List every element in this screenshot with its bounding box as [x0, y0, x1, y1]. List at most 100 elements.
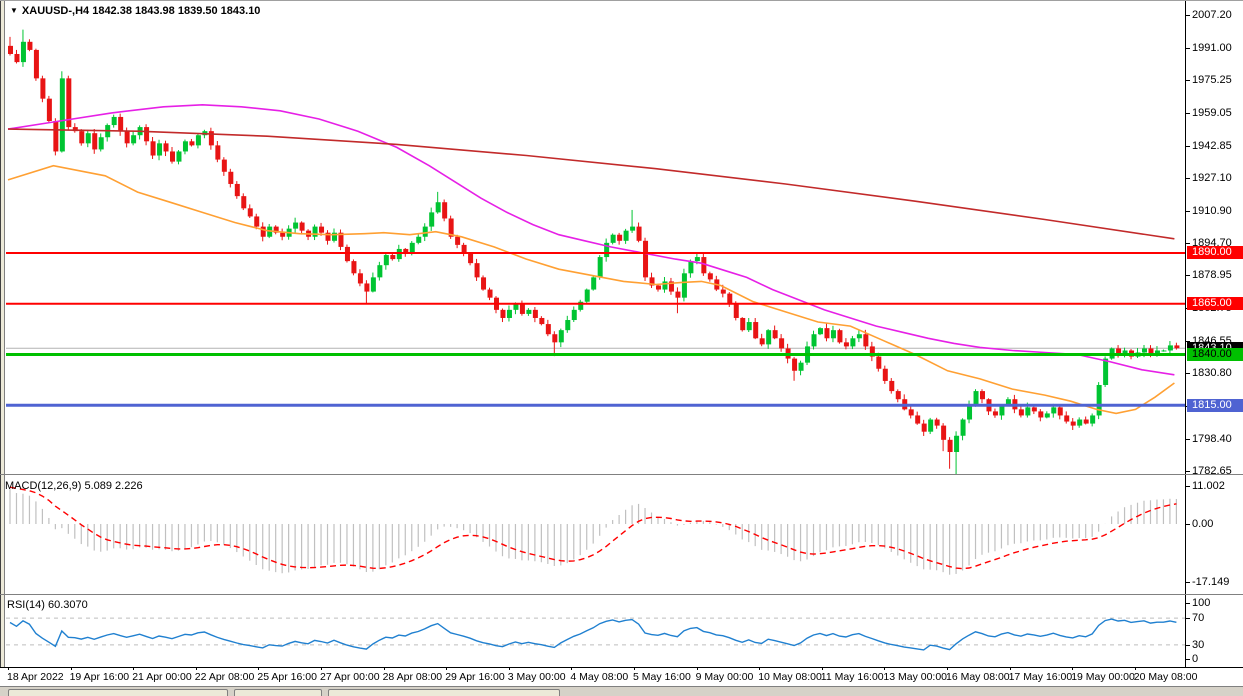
candle[interactable] — [643, 240, 649, 278]
candle[interactable] — [818, 328, 823, 335]
price-level-badge[interactable]: 1815.00 — [1187, 398, 1243, 412]
candle[interactable] — [876, 356, 882, 369]
candle[interactable] — [850, 338, 856, 347]
candle[interactable] — [338, 232, 344, 247]
candle[interactable] — [429, 212, 435, 227]
candle[interactable] — [759, 338, 765, 345]
candle[interactable] — [584, 289, 590, 302]
candle[interactable] — [1057, 407, 1063, 416]
candle[interactable] — [1116, 348, 1122, 355]
candle[interactable] — [1167, 345, 1173, 351]
candle[interactable] — [280, 232, 286, 237]
candle[interactable] — [980, 391, 985, 400]
rsi-chart[interactable] — [0, 595, 1185, 667]
candle[interactable] — [435, 202, 441, 213]
candle[interactable] — [558, 330, 564, 343]
candle[interactable] — [481, 277, 487, 290]
candle[interactable] — [941, 425, 947, 440]
candle[interactable] — [656, 285, 661, 290]
candle[interactable] — [630, 226, 636, 231]
candle[interactable] — [319, 226, 325, 233]
candle[interactable] — [889, 380, 895, 392]
candle[interactable] — [636, 226, 642, 241]
candle[interactable] — [1031, 407, 1037, 412]
candle[interactable] — [869, 346, 875, 357]
candle[interactable] — [967, 405, 973, 420]
candle[interactable] — [377, 265, 383, 278]
candle[interactable] — [954, 435, 960, 453]
candle[interactable] — [688, 261, 694, 274]
candle[interactable] — [513, 303, 519, 310]
candle[interactable] — [27, 41, 33, 50]
candle[interactable] — [131, 135, 137, 144]
candle[interactable] — [947, 439, 953, 453]
candle[interactable] — [396, 248, 402, 260]
candle[interactable] — [999, 405, 1005, 416]
candle[interactable] — [325, 232, 331, 241]
macd-panel[interactable] — [0, 475, 1185, 594]
candle[interactable] — [364, 283, 370, 292]
candle[interactable] — [500, 309, 506, 318]
candle[interactable] — [176, 151, 182, 162]
candle[interactable] — [163, 143, 169, 152]
candle[interactable] — [992, 411, 998, 416]
candle[interactable] — [1044, 413, 1050, 418]
candle[interactable] — [753, 322, 759, 339]
candle[interactable] — [1064, 415, 1070, 422]
candle[interactable] — [487, 289, 493, 298]
candle[interactable] — [772, 330, 778, 339]
candle[interactable] — [416, 236, 422, 243]
candle[interactable] — [532, 309, 538, 318]
candle[interactable] — [1096, 384, 1102, 416]
candle[interactable] — [221, 159, 227, 172]
candle[interactable] — [727, 293, 733, 304]
candle[interactable] — [299, 222, 305, 231]
candle[interactable] — [409, 242, 415, 253]
macd-chart[interactable] — [0, 475, 1185, 594]
candle[interactable] — [293, 222, 299, 229]
candle[interactable] — [72, 127, 78, 132]
candle[interactable] — [98, 137, 104, 150]
candle[interactable] — [46, 98, 52, 122]
candles-series[interactable] — [8, 29, 1180, 474]
candle[interactable] — [40, 78, 46, 99]
candle[interactable] — [1051, 407, 1057, 414]
candle[interactable] — [182, 141, 188, 152]
candle[interactable] — [539, 317, 545, 325]
candle[interactable] — [157, 143, 163, 156]
candle[interactable] — [746, 322, 752, 331]
candle[interactable] — [357, 273, 363, 284]
candle[interactable] — [811, 334, 817, 347]
candle[interactable] — [526, 309, 532, 314]
candle[interactable] — [578, 301, 584, 310]
candle[interactable] — [623, 230, 629, 241]
rsi-panel[interactable] — [0, 595, 1185, 667]
candle[interactable] — [344, 246, 350, 262]
candle[interactable] — [617, 234, 623, 241]
candle[interactable] — [1161, 350, 1167, 352]
candle[interactable] — [720, 289, 726, 294]
candle[interactable] — [215, 145, 221, 160]
candle[interactable] — [474, 263, 480, 278]
candle[interactable] — [597, 257, 603, 278]
candle[interactable] — [170, 151, 175, 162]
candle[interactable] — [247, 208, 253, 217]
candle[interactable] — [779, 338, 785, 349]
candle[interactable] — [8, 45, 13, 54]
candle[interactable] — [234, 183, 240, 197]
candle[interactable] — [455, 236, 461, 245]
candle[interactable] — [545, 324, 551, 335]
candle[interactable] — [1025, 407, 1031, 416]
candle[interactable] — [1077, 419, 1083, 426]
candle[interactable] — [1174, 345, 1180, 349]
candle[interactable] — [208, 131, 214, 146]
candle[interactable] — [830, 330, 836, 339]
candle[interactable] — [960, 419, 966, 436]
candle[interactable] — [908, 409, 914, 416]
candle[interactable] — [254, 216, 260, 227]
candle[interactable] — [468, 252, 474, 264]
price-level-badge[interactable]: 1840.00 — [1187, 348, 1243, 362]
candle[interactable] — [610, 234, 616, 243]
candle[interactable] — [1005, 399, 1011, 406]
candle[interactable] — [33, 49, 39, 79]
